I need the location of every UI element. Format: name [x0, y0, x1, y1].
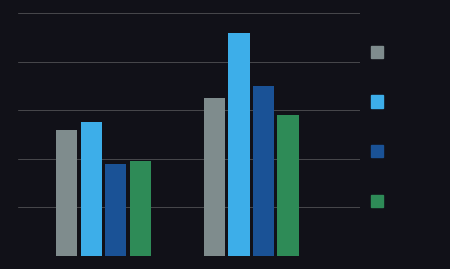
- Bar: [277, 115, 299, 256]
- Bar: [253, 86, 274, 256]
- Bar: [130, 161, 151, 256]
- Bar: [81, 122, 102, 256]
- Bar: [203, 98, 225, 256]
- Bar: [56, 130, 77, 256]
- Bar: [105, 164, 126, 256]
- Bar: [228, 33, 250, 256]
